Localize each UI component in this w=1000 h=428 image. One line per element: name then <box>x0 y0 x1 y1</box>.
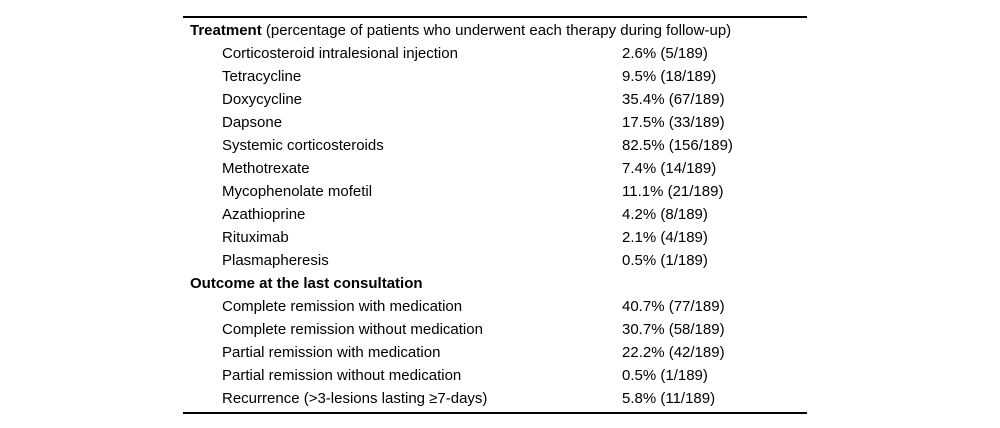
table-row: Plasmapheresis 0.5% (1/189) <box>183 249 807 272</box>
row-label: Systemic corticosteroids <box>222 137 384 154</box>
table-row: Dapsone 17.5% (33/189) <box>183 111 807 134</box>
section-header-row: Treatment (percentage of patients who un… <box>183 19 807 42</box>
row-label: Azathioprine <box>222 206 306 223</box>
section-header-row: Outcome at the last consultation <box>183 272 807 295</box>
row-label: Doxycycline <box>222 91 303 108</box>
table-row: Rituximab 2.1% (4/189) <box>183 226 807 249</box>
row-value: 30.7% (58/189) <box>622 321 725 338</box>
row-label: Tetracycline <box>222 68 302 85</box>
row-label: Dapsone <box>222 114 283 131</box>
row-value: 40.7% (77/189) <box>622 298 725 315</box>
row-value: 7.4% (14/189) <box>622 160 717 177</box>
table-row: Complete remission without medication 30.… <box>183 318 807 341</box>
table-row: Partial remission without medication 0.5%… <box>183 364 807 387</box>
row-label: Partial remission without medication <box>222 367 462 384</box>
row-value: 17.5% (33/189) <box>622 114 725 131</box>
table-top-rule <box>183 16 807 18</box>
section-title: Treatment <box>190 22 262 39</box>
table-bottom-rule <box>183 412 807 414</box>
table-row: Tetracycline 9.5% (18/189) <box>183 65 807 88</box>
row-value: 9.5% (18/189) <box>622 68 717 85</box>
row-value: 4.2% (8/189) <box>622 206 708 223</box>
row-value: 35.4% (67/189) <box>622 91 725 108</box>
row-value: 82.5% (156/189) <box>622 137 733 154</box>
row-value: 0.5% (1/189) <box>622 367 708 384</box>
table-body: Treatment (percentage of patients who un… <box>183 18 807 412</box>
row-value: 5.8% (11/189) <box>622 390 716 407</box>
row-value: 2.6% (5/189) <box>622 45 708 62</box>
row-label: Methotrexate <box>222 160 310 177</box>
row-label: Rituximab <box>222 229 289 246</box>
row-value: 11.1% (21/189) <box>622 183 724 200</box>
row-value: 22.2% (42/189) <box>622 344 725 361</box>
row-value: 2.1% (4/189) <box>622 229 708 246</box>
table-row: Partial remission with medication 22.2% (… <box>183 341 807 364</box>
table-row: Methotrexate 7.4% (14/189) <box>183 157 807 180</box>
row-value: 0.5% (1/189) <box>622 252 708 269</box>
section-title: Outcome at the last consultation <box>190 275 423 292</box>
table-row: Doxycycline 35.4% (67/189) <box>183 88 807 111</box>
table-row: Recurrence (>3-lesions lasting ≥7-days) 5… <box>183 387 807 410</box>
row-label: Corticosteroid intralesional injection <box>222 45 458 62</box>
section-subtitle: (percentage of patients who underwent ea… <box>261 22 732 39</box>
row-label: Mycophenolate mofetil <box>222 183 373 200</box>
row-label: Plasmapheresis <box>222 252 329 269</box>
table-row: Mycophenolate mofetil 11.1% (21/189) <box>183 180 807 203</box>
row-label: Partial remission with medication <box>222 344 441 361</box>
treatment-outcome-table: Treatment (percentage of patients who un… <box>183 16 807 414</box>
row-label: Complete remission with medication <box>222 298 463 315</box>
row-label: Recurrence (>3-lesions lasting ≥7-days) <box>222 390 488 407</box>
table-row: Complete remission with medication 40.7% … <box>183 295 807 318</box>
table-row: Azathioprine 4.2% (8/189) <box>183 203 807 226</box>
row-label: Complete remission without medication <box>222 321 483 338</box>
table-row: Corticosteroid intralesional injection 2.… <box>183 42 807 65</box>
table-row: Systemic corticosteroids 82.5% (156/189) <box>183 134 807 157</box>
